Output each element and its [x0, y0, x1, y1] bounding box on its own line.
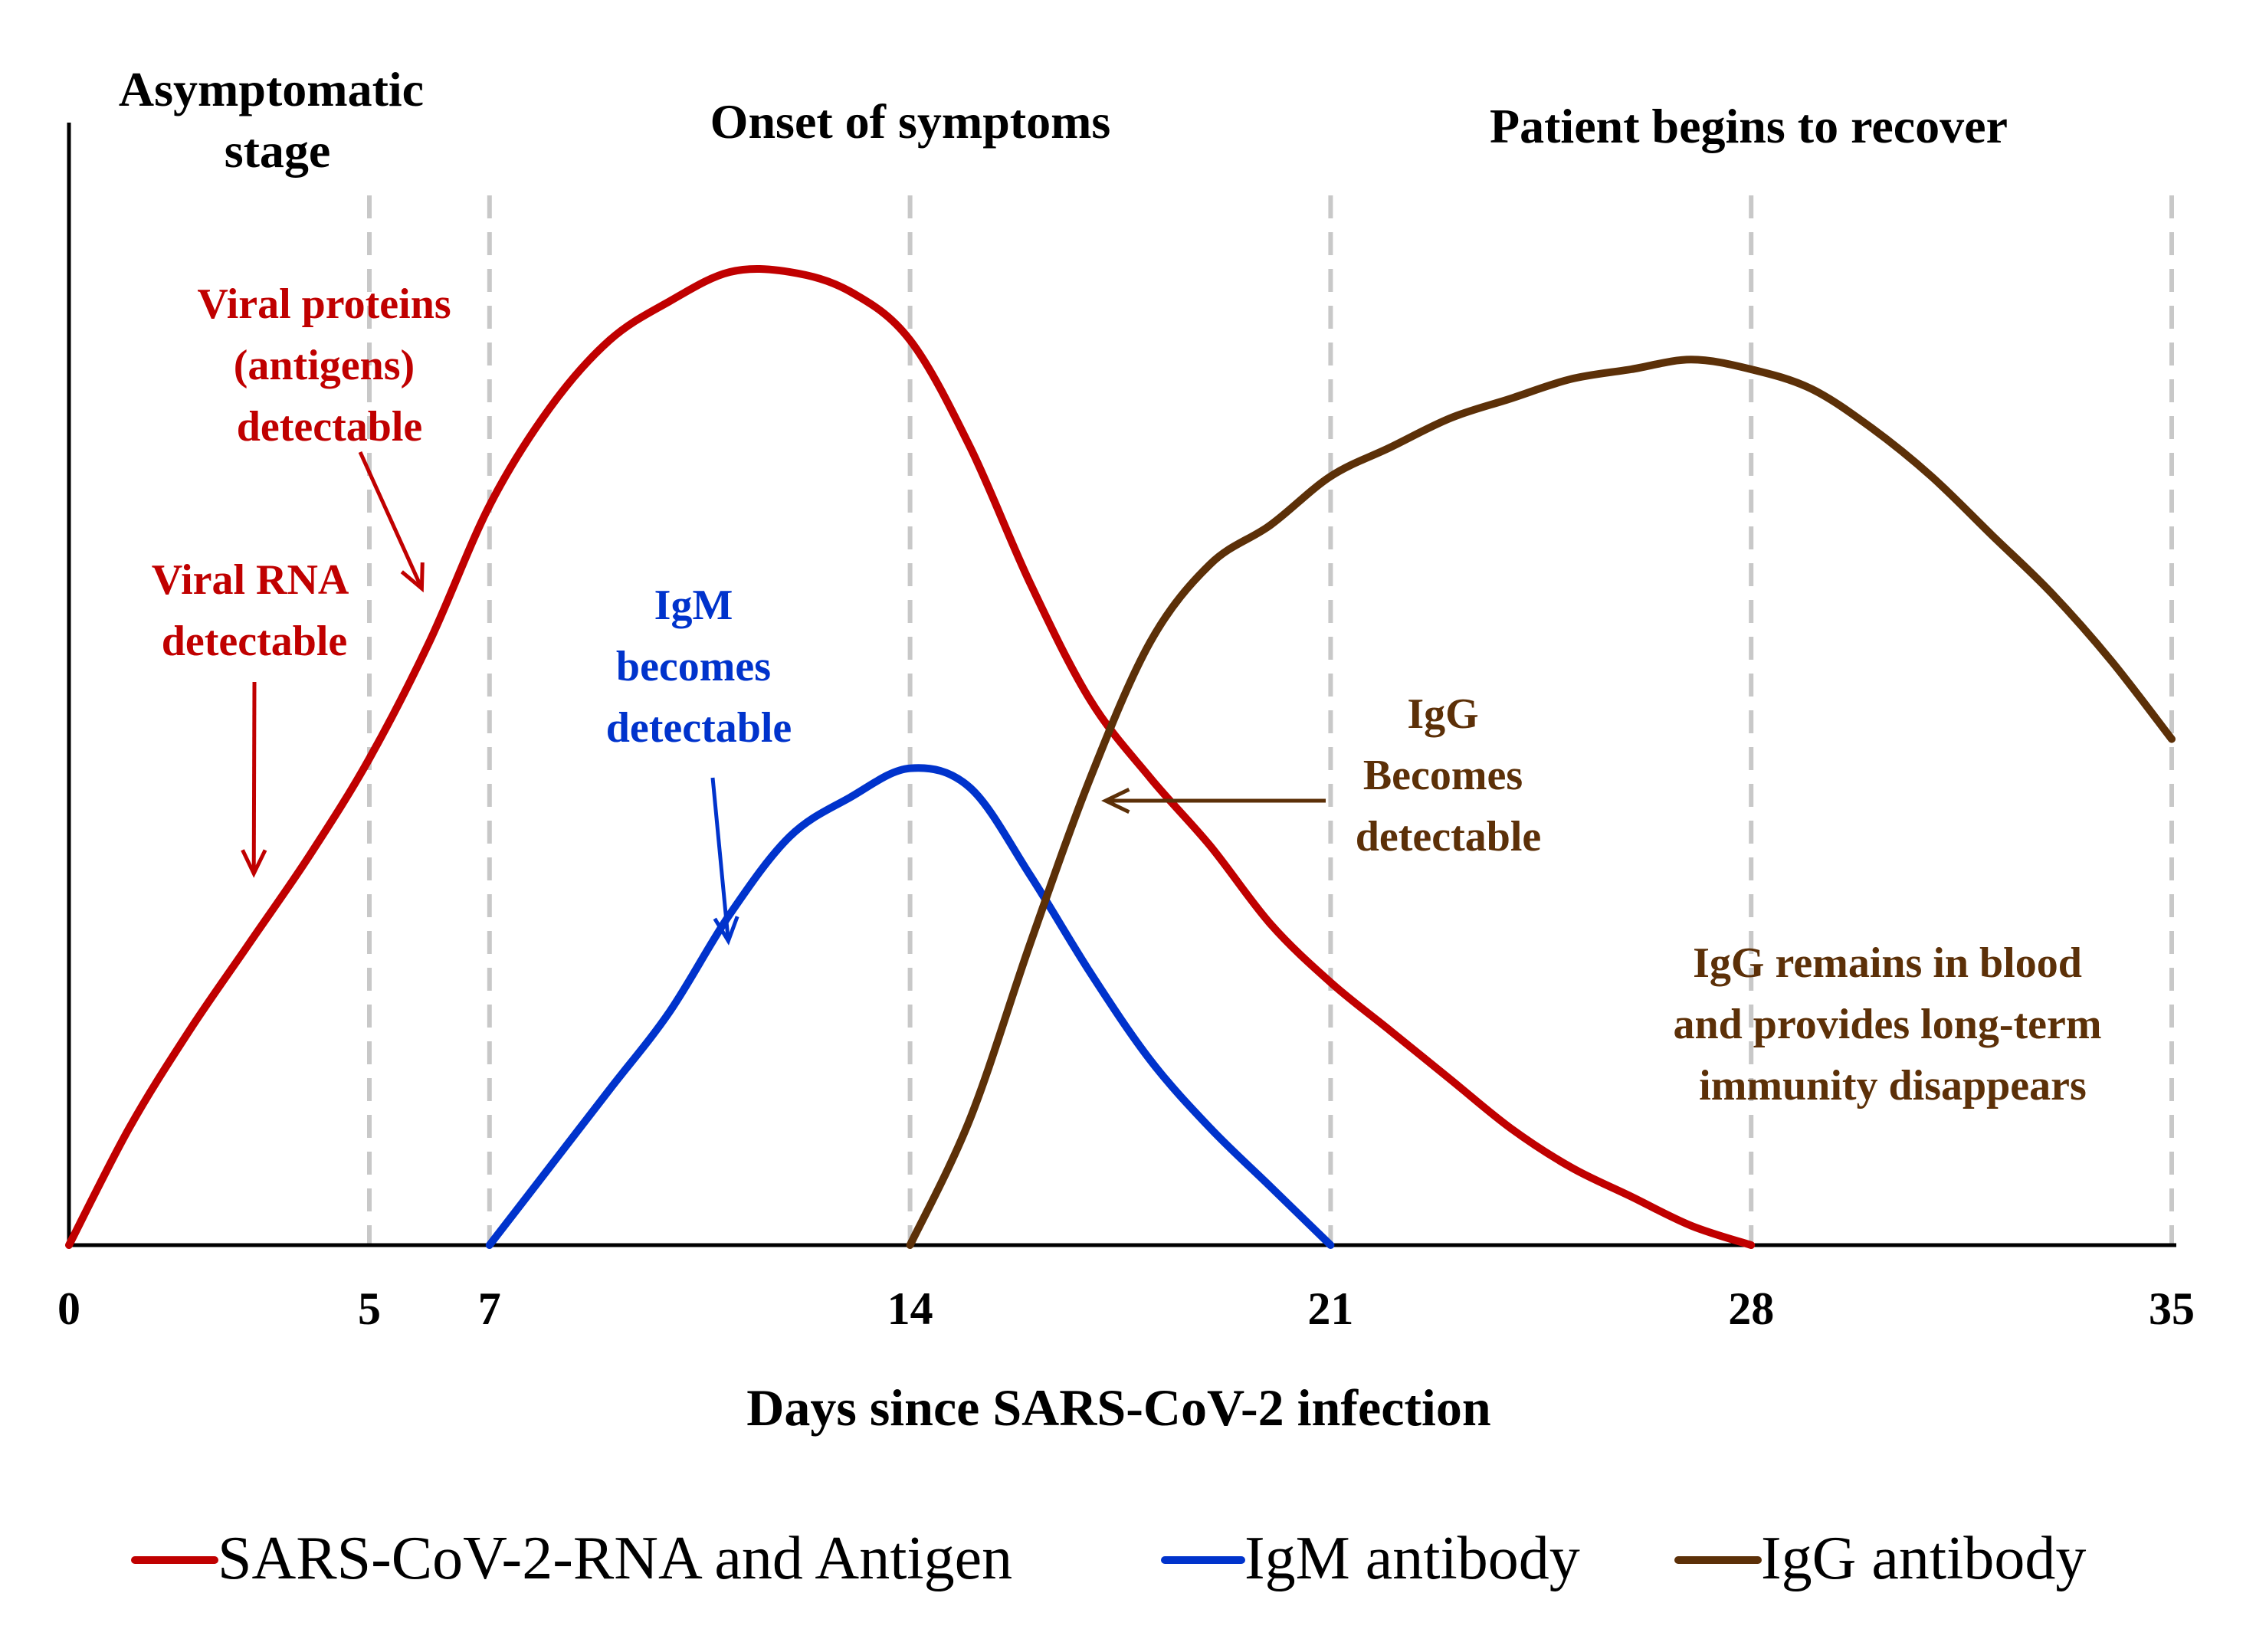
- annotation-viral-proteins: Viral proteins (antigens) detectable: [197, 280, 461, 451]
- annotation-line: Viral RNA: [152, 556, 349, 604]
- annotation-line: IgM: [654, 582, 733, 629]
- legend: SARS-CoV-2-RNA and Antigen IgM antibody …: [131, 1525, 2086, 1592]
- annotation-viral-rna: Viral RNA detectable: [152, 556, 358, 665]
- day-guide-lines: [367, 195, 2174, 1245]
- legend-label-igg: IgG antibody: [1761, 1525, 2086, 1592]
- phase-label-line: stage: [225, 123, 331, 178]
- annotation-line: (antigens): [234, 342, 415, 389]
- arrow-viral-proteins: [358, 451, 425, 593]
- x-tick-label: 0: [57, 1283, 80, 1334]
- annotation-arrows: [241, 451, 1326, 946]
- x-tick-label: 14: [887, 1283, 933, 1334]
- arrow-head: [713, 916, 739, 946]
- legend-label-igm: IgM antibody: [1244, 1525, 1580, 1592]
- arrow-igg-detect: [1101, 787, 1326, 815]
- annotation-line: detectable: [606, 704, 792, 752]
- annotation-line: detectable: [162, 618, 348, 665]
- x-tick-label: 28: [1728, 1283, 1774, 1334]
- annotation-line: detectable: [237, 403, 423, 451]
- x-tick-label: 7: [478, 1283, 501, 1334]
- arrow-igm-detect: [710, 777, 739, 946]
- annotation-line: IgG: [1407, 690, 1478, 738]
- annotation-line: Becomes: [1363, 752, 1523, 799]
- series-line-rna: [65, 264, 1756, 1249]
- arrow-shaft: [358, 451, 424, 590]
- arrow-head: [1101, 787, 1130, 815]
- annotation-line: immunity disappears: [1699, 1062, 2087, 1110]
- phase-label-asymptomatic: Asymptomatic stage: [119, 62, 436, 178]
- arrow-head: [400, 562, 425, 593]
- arrow-shaft: [710, 777, 730, 942]
- series-line-igg: [906, 356, 2176, 1249]
- annotation-line: and provides long-term: [1674, 1001, 2102, 1048]
- phase-label-onset: Onset of symptoms: [710, 94, 1111, 149]
- legend-label-rna: SARS-CoV-2-RNA and Antigen: [218, 1525, 1012, 1592]
- phase-label-recover: Patient begins to recover: [1490, 99, 2008, 153]
- annotation-line: becomes: [616, 643, 771, 690]
- series-line-igm: [485, 764, 1335, 1249]
- x-tick-label: 21: [1307, 1283, 1353, 1334]
- x-tick-label: 5: [358, 1283, 381, 1334]
- phase-label-line: Asymptomatic: [119, 62, 424, 116]
- annotation-line: Viral proteins: [197, 280, 451, 328]
- x-axis-title: Days since SARS-CoV-2 infection: [746, 1378, 1491, 1437]
- arrow-head: [241, 849, 267, 878]
- annotation-igm-detect: IgM becomes detectable: [606, 582, 792, 752]
- series-lines: [65, 264, 2176, 1249]
- x-tick-labels: 0 5 7 14 21 28 35: [57, 1283, 2195, 1334]
- annotation-line: IgG remains in blood: [1693, 939, 2082, 987]
- annotation-line: detectable: [1356, 813, 1542, 860]
- x-tick-label: 35: [2149, 1283, 2195, 1334]
- arrow-viral-rna: [241, 681, 267, 878]
- annotation-igg-detect: IgG Becomes detectable: [1356, 690, 1542, 860]
- annotation-igg-remains: IgG remains in blood and provides long-t…: [1674, 939, 2113, 1110]
